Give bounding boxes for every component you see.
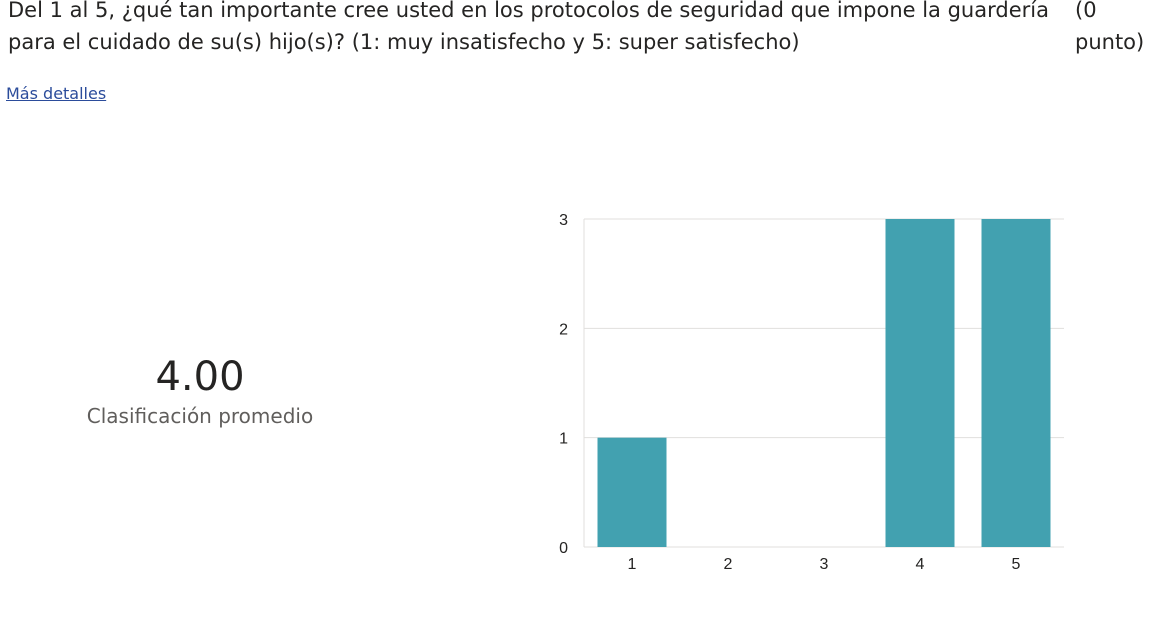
x-tick-label: 3 (820, 556, 829, 573)
bar-layer (597, 219, 1051, 547)
bar-5[interactable] (981, 219, 1051, 547)
question-points: (0 punto) (1075, 0, 1145, 54)
bar-4[interactable] (885, 219, 955, 547)
y-tick-label: 2 (559, 321, 568, 338)
x-tick-label: 1 (628, 556, 637, 573)
question-text: Del 1 al 5, ¿qué tan importante cree ust… (8, 0, 1049, 54)
x-tick-label: 5 (1012, 556, 1021, 573)
y-tick-label: 0 (559, 540, 568, 557)
x-tick-label: 4 (916, 556, 925, 573)
tick-layer: 0 1 2 3 1 2 3 4 5 (559, 212, 1020, 573)
average-rating-value: 4.00 (155, 354, 245, 400)
average-rating-summary: 4.00 Clasificación promedio (60, 352, 340, 430)
average-rating-label: Clasificación promedio (86, 404, 314, 428)
x-tick-label: 2 (724, 556, 733, 573)
y-tick-label: 3 (559, 212, 568, 229)
y-tick-label: 1 (559, 431, 568, 448)
bar-1[interactable] (597, 437, 667, 547)
more-details-link[interactable]: Más detalles (6, 84, 107, 103)
rating-distribution-chart: 0 1 2 3 1 2 3 4 5 (559, 212, 1064, 573)
